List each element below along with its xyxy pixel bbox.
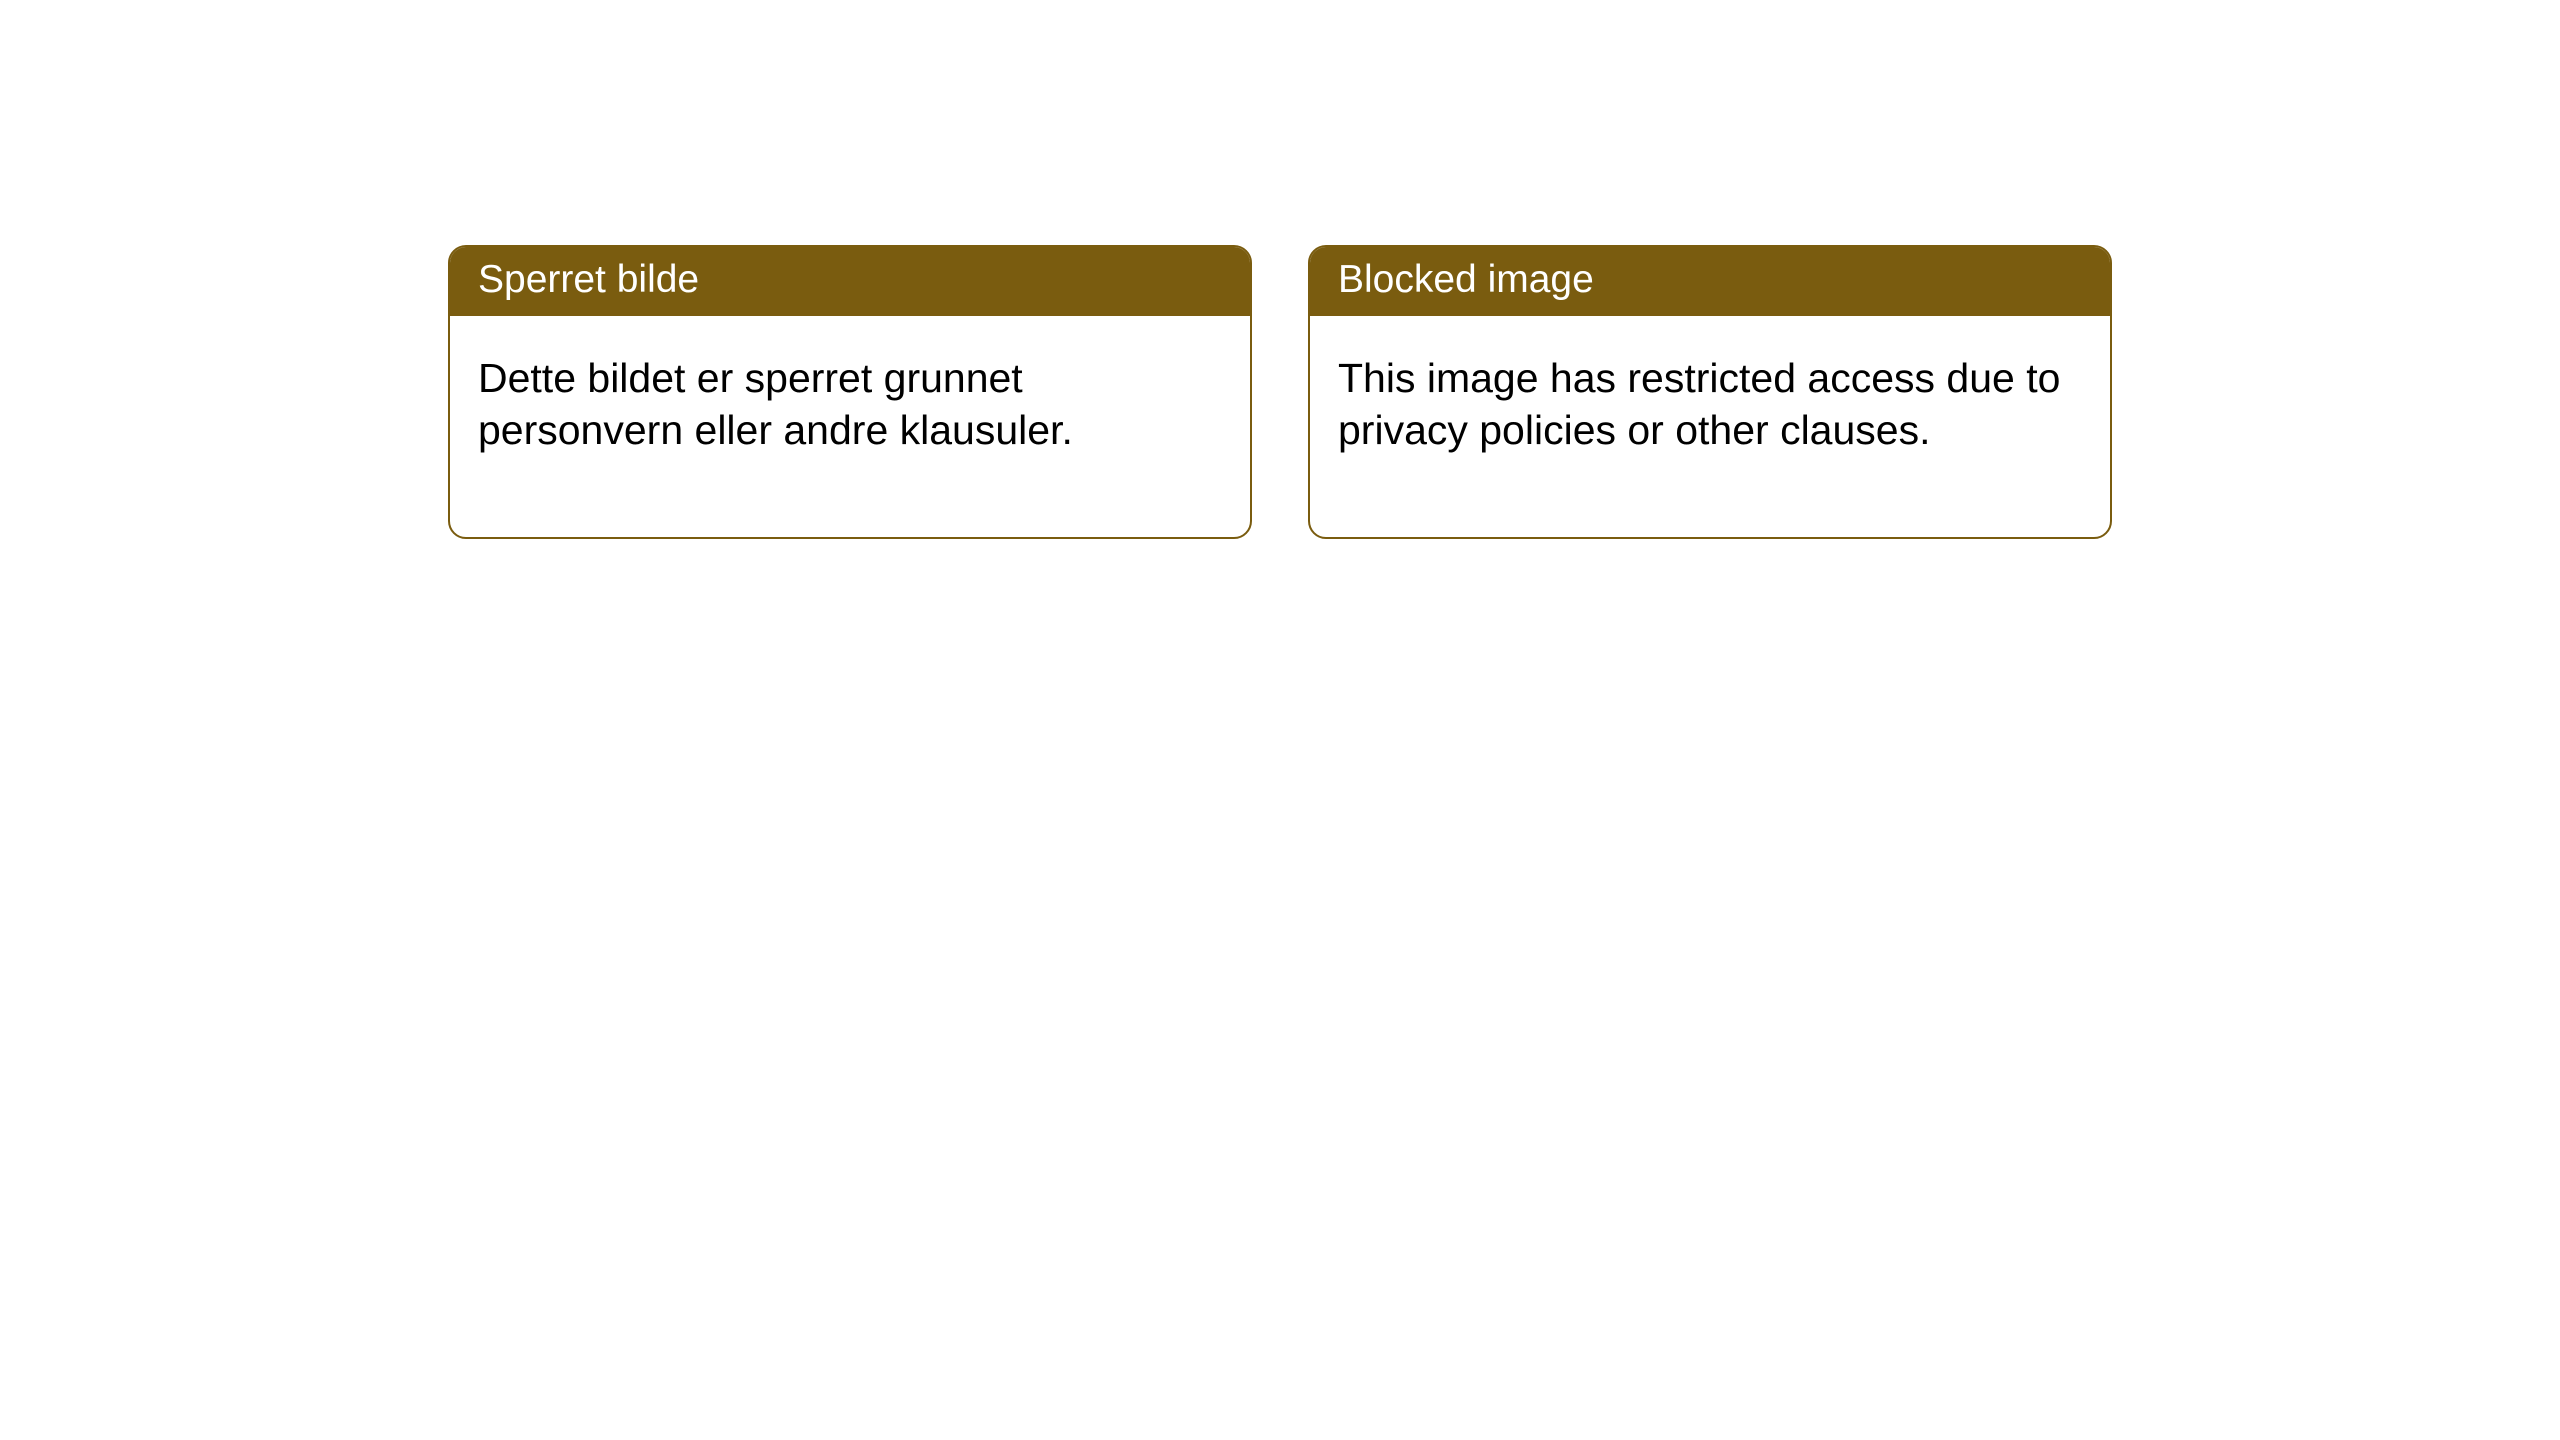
notice-card-no: Sperret bilde Dette bildet er sperret gr…	[448, 245, 1252, 539]
card-body-en: This image has restricted access due to …	[1310, 316, 2110, 505]
card-body-no: Dette bildet er sperret grunnet personve…	[450, 316, 1250, 537]
card-header-en: Blocked image	[1310, 247, 2110, 316]
card-header-no: Sperret bilde	[450, 247, 1250, 316]
notice-container: Sperret bilde Dette bildet er sperret gr…	[0, 0, 2560, 539]
notice-card-en: Blocked image This image has restricted …	[1308, 245, 2112, 539]
